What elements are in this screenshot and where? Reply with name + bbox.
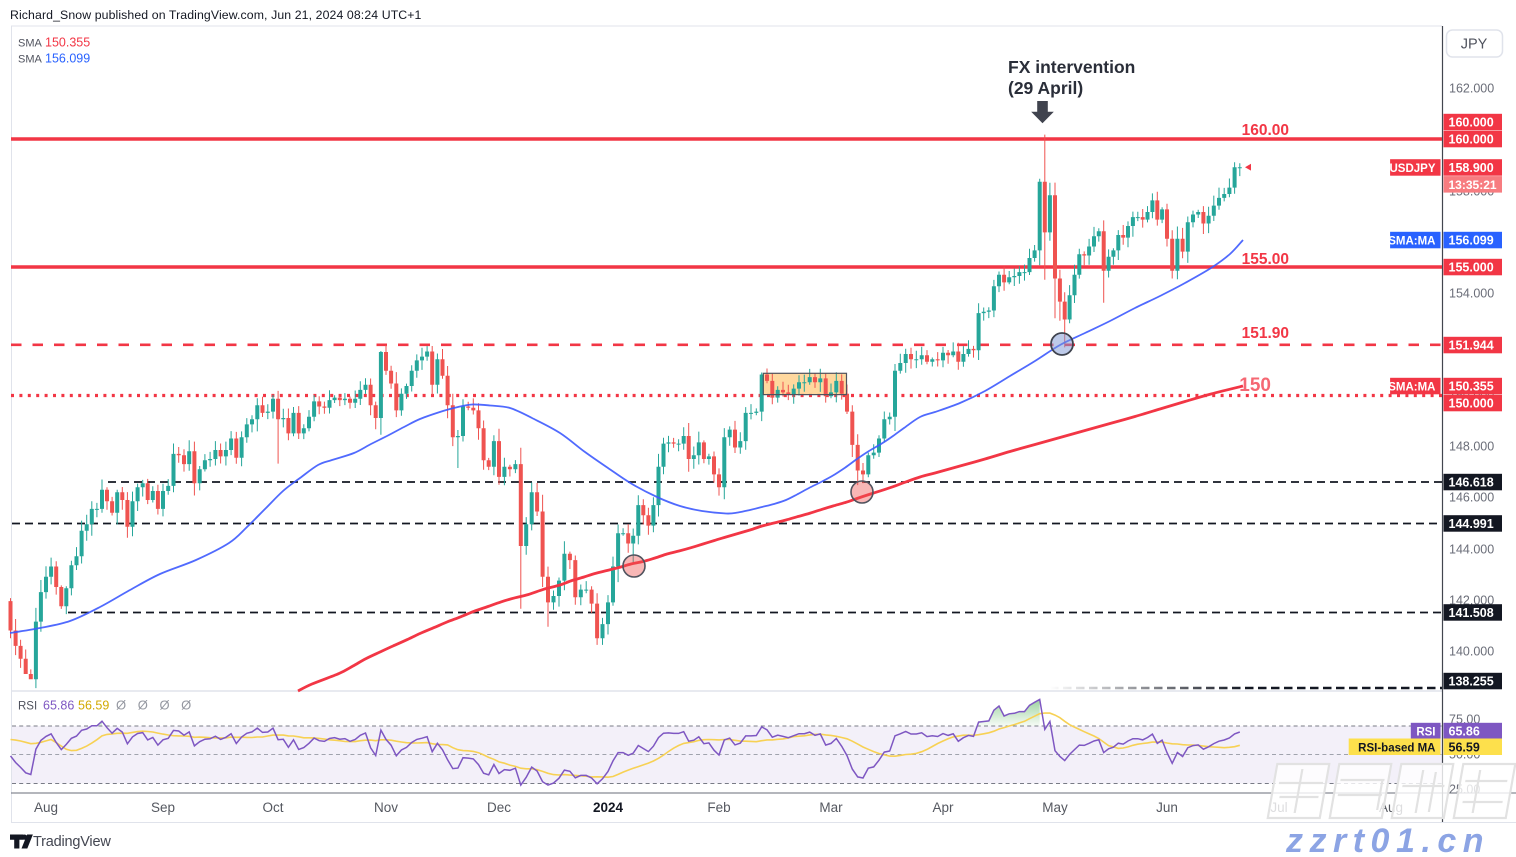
svg-text:JPY: JPY xyxy=(1461,37,1488,53)
svg-text:160.00: 160.00 xyxy=(1242,122,1289,139)
svg-text:148.000: 148.000 xyxy=(1449,440,1494,454)
svg-text:Ø Ø Ø Ø: Ø Ø Ø Ø xyxy=(116,698,195,713)
svg-text:RSI: RSI xyxy=(18,701,37,713)
svg-text:2024: 2024 xyxy=(593,800,624,815)
svg-text:Oct: Oct xyxy=(262,800,283,815)
svg-text:150.355: 150.355 xyxy=(1449,380,1494,394)
svg-text:Feb: Feb xyxy=(707,800,730,815)
svg-text:TradingView: TradingView xyxy=(33,834,111,850)
svg-text:151.90: 151.90 xyxy=(1242,325,1289,342)
svg-text:144.000: 144.000 xyxy=(1449,543,1494,557)
svg-text:RSI-based MA: RSI-based MA xyxy=(1358,742,1435,754)
svg-text:158.900: 158.900 xyxy=(1449,161,1494,175)
svg-text:150.355: 150.355 xyxy=(45,36,90,50)
svg-text:Sep: Sep xyxy=(151,800,175,815)
svg-text:zzrt01.cn: zzrt01.cn xyxy=(1285,822,1490,857)
svg-text:Aug: Aug xyxy=(34,800,58,815)
svg-text:FX intervention: FX intervention xyxy=(1008,57,1135,77)
svg-text:160.000: 160.000 xyxy=(1449,116,1494,130)
svg-text:142.000: 142.000 xyxy=(1449,594,1494,608)
svg-text:56.59: 56.59 xyxy=(78,699,109,713)
svg-text:138.255: 138.255 xyxy=(1449,675,1494,689)
svg-text:Nov: Nov xyxy=(374,800,398,815)
svg-text:155.000: 155.000 xyxy=(1449,261,1494,275)
svg-text:151.944: 151.944 xyxy=(1449,339,1494,353)
svg-text:13:35:21: 13:35:21 xyxy=(1449,178,1497,192)
svg-text:140.000: 140.000 xyxy=(1449,645,1494,659)
svg-text:65.86: 65.86 xyxy=(43,699,74,713)
svg-text:141.508: 141.508 xyxy=(1449,606,1494,620)
svg-text:56.59: 56.59 xyxy=(1449,740,1480,754)
svg-text:146.618: 146.618 xyxy=(1449,476,1494,490)
svg-text:Richard_Snow published on Trad: Richard_Snow published on TradingView.co… xyxy=(10,8,422,22)
svg-text:Mar: Mar xyxy=(819,800,843,815)
svg-text:154.000: 154.000 xyxy=(1449,287,1494,301)
svg-text:RSI: RSI xyxy=(1416,727,1435,739)
svg-text:146.000: 146.000 xyxy=(1449,491,1494,505)
svg-text:150.000: 150.000 xyxy=(1449,397,1494,411)
svg-text:SMA:MA: SMA:MA xyxy=(1388,236,1435,248)
svg-text:Jun: Jun xyxy=(1156,800,1178,815)
svg-text:May: May xyxy=(1042,800,1068,815)
svg-text:(29 April): (29 April) xyxy=(1008,78,1083,98)
svg-text:160.000: 160.000 xyxy=(1449,133,1494,147)
svg-text:156.099: 156.099 xyxy=(45,52,90,66)
svg-text:162.000: 162.000 xyxy=(1449,82,1494,96)
svg-text:SMA:MA: SMA:MA xyxy=(1388,382,1435,394)
svg-text:65.86: 65.86 xyxy=(1449,725,1480,739)
svg-text:USDJPY: USDJPY xyxy=(1389,163,1435,175)
svg-text:155.00: 155.00 xyxy=(1242,251,1289,268)
svg-text:144.991: 144.991 xyxy=(1449,517,1494,531)
svg-text:Apr: Apr xyxy=(932,800,954,815)
svg-text:Dec: Dec xyxy=(487,800,511,815)
svg-text:SMA: SMA xyxy=(18,38,43,50)
svg-text:150: 150 xyxy=(1239,375,1271,396)
svg-text:SMA: SMA xyxy=(18,54,43,66)
svg-text:156.099: 156.099 xyxy=(1449,234,1494,248)
